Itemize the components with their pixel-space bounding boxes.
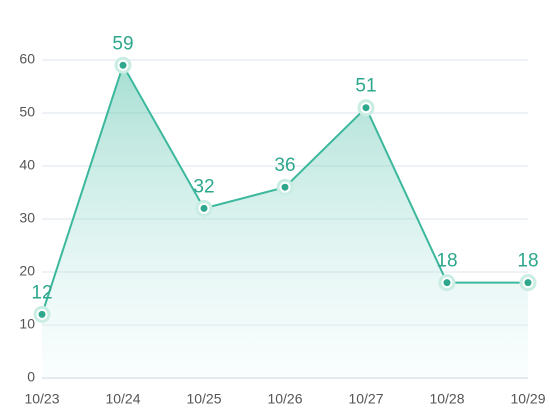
x-tick-label: 10/24 xyxy=(105,391,140,407)
point xyxy=(200,204,208,212)
x-tick-label: 10/27 xyxy=(348,391,383,407)
point xyxy=(443,279,451,287)
y-tick-label: 10 xyxy=(19,316,35,332)
data-label: 18 xyxy=(436,251,457,272)
y-tick-label: 60 xyxy=(19,51,35,67)
x-tick-label: 10/26 xyxy=(267,391,302,407)
y-tick-label: 0 xyxy=(27,369,35,385)
data-label: 12 xyxy=(31,282,52,303)
point xyxy=(38,310,46,318)
x-tick-label: 10/28 xyxy=(429,391,464,407)
point xyxy=(281,183,289,191)
point xyxy=(362,104,370,112)
x-tick-label: 10/23 xyxy=(24,391,59,407)
y-tick-label: 40 xyxy=(19,157,35,173)
y-tick-label: 20 xyxy=(19,263,35,279)
data-label: 36 xyxy=(274,155,295,176)
data-label: 51 xyxy=(355,76,376,97)
x-tick-label: 10/25 xyxy=(186,391,221,407)
x-tick-label: 10/29 xyxy=(510,391,545,407)
data-label: 59 xyxy=(112,33,133,54)
y-tick-label: 50 xyxy=(19,104,35,120)
point xyxy=(119,61,127,69)
data-label: 32 xyxy=(193,176,214,197)
data-label: 18 xyxy=(517,251,538,272)
area xyxy=(42,65,528,379)
y-tick-label: 30 xyxy=(19,210,35,226)
point xyxy=(524,279,532,287)
